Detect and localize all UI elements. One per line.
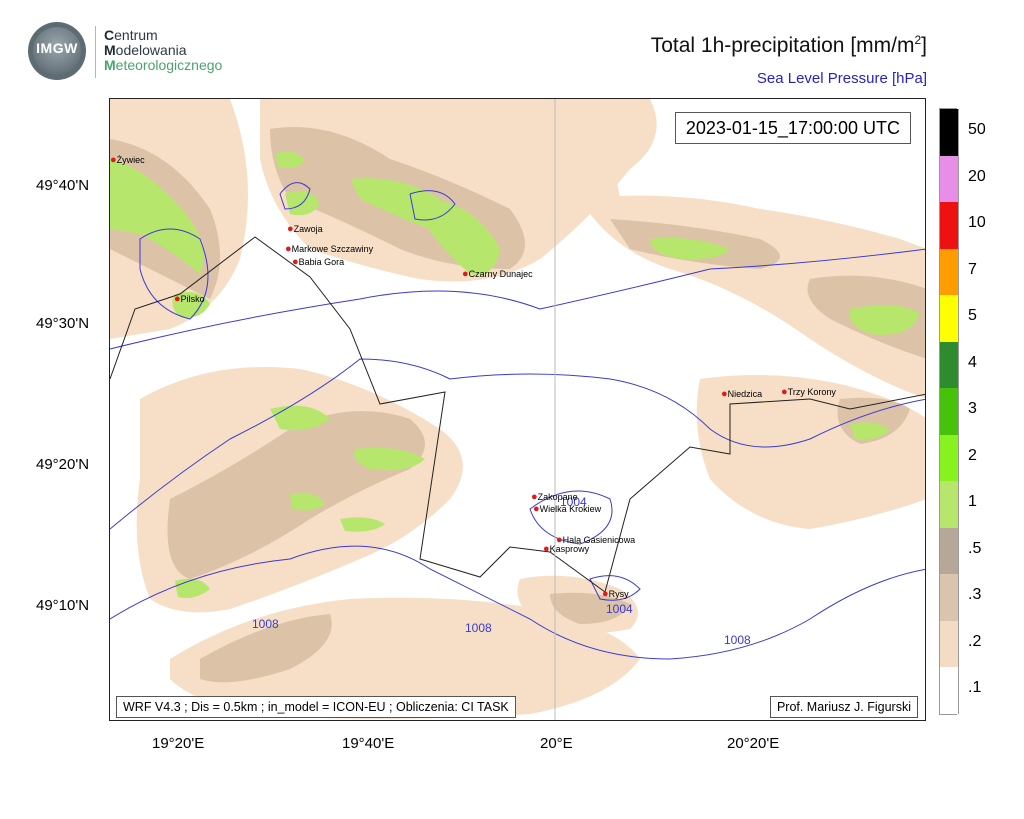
legend-swatch: [939, 620, 959, 667]
author-box: Prof. Mariusz J. Figurski: [769, 696, 918, 718]
border-lines: [110, 99, 925, 720]
legend-label: 50: [968, 121, 986, 139]
chart-title: Total 1h-precipitation [mm/m2]: [650, 33, 927, 57]
city-marker-zakopane: ●Zakopane: [531, 491, 578, 503]
legend-swatch: [939, 202, 959, 249]
legend-label: 7: [968, 260, 977, 278]
legend-swatch: [939, 248, 959, 295]
isobar-label: 1008: [724, 633, 751, 647]
legend-swatch: [939, 574, 959, 621]
city-marker-niedzica: ●Niedzica: [721, 388, 763, 400]
city-marker-babia-gora: ●Babia Gora: [292, 256, 345, 268]
city-marker-markowe-szczawiny: ●Markowe Szczawiny: [285, 243, 374, 255]
imgw-logo-emblem: IMGW: [28, 22, 86, 80]
legend-swatch: [939, 155, 959, 202]
precip-band-green: [110, 151, 920, 598]
legend-label: 1: [968, 493, 977, 511]
city-marker-kasprowy: ●Kasprowy: [543, 543, 590, 555]
logo-divider: [95, 26, 96, 78]
lon-label: 20°20'E: [727, 735, 780, 752]
legend-label: 20: [968, 167, 986, 185]
legend-label: .1: [968, 679, 982, 697]
org-name-line-1: Centrum: [104, 27, 158, 43]
city-marker-pilsko: ●Pilsko: [174, 293, 205, 305]
model-info-box: WRF V4.3 ; Dis = 0.5km ; in_model = ICON…: [116, 696, 516, 718]
city-marker-hala-gasienicowa: ●Hala Gasienicowa: [556, 534, 636, 546]
legend-label: .3: [968, 586, 982, 604]
lat-label: 49°10'N: [36, 597, 90, 614]
lat-label: 49°30'N: [36, 315, 90, 332]
city-marker-czarny-dunajec: ●Czarny Dunajec: [462, 268, 533, 280]
legend-swatch: [939, 434, 959, 481]
city-marker-zawoja: ●Zawoja: [287, 223, 323, 235]
legend-label: .5: [968, 539, 982, 557]
legend-swatch: [939, 527, 959, 574]
imgw-logo: IMGW Centrum Modelowania Meteorologiczne…: [28, 18, 248, 82]
isobar-lines: [110, 182, 925, 660]
legend-swatch: [939, 341, 959, 388]
legend-label: 5: [968, 307, 977, 325]
city-marker-rysy: ●Rysy: [602, 588, 629, 600]
precipitation-map: 1008 1008 1008 1004 1004 ●Żywiec ●Zawoja…: [109, 98, 926, 721]
legend-swatch: [939, 481, 959, 528]
legend-swatch: [939, 388, 959, 435]
legend-label: 10: [968, 214, 986, 232]
legend-swatch: [939, 667, 959, 714]
isobar-label: 1004: [606, 602, 633, 616]
precipitation-legend: [939, 108, 959, 715]
precip-band-light: [110, 99, 925, 719]
isobar-label: 1008: [252, 617, 279, 631]
org-name-line-2: Modelowania: [104, 42, 187, 58]
lat-label: 49°20'N: [36, 456, 90, 473]
city-marker-zywiec: ●Żywiec: [110, 154, 145, 166]
city-marker-trzy-korony: ●Trzy Korony: [781, 386, 836, 398]
isobar-label: 1008: [465, 621, 492, 635]
lon-label: 20°E: [540, 735, 573, 752]
isobar-label: 1004: [560, 495, 587, 509]
lon-label: 19°20'E: [152, 735, 205, 752]
legend-swatch: [939, 295, 959, 342]
legend-label: 3: [968, 400, 977, 418]
legend-label: .2: [968, 632, 982, 650]
lon-label: 19°40'E: [342, 735, 395, 752]
chart-subtitle: Sea Level Pressure [hPa]: [756, 70, 927, 87]
timestamp-box: 2023-01-15_17:00:00 UTC: [674, 112, 911, 144]
logo-text: IMGW: [36, 40, 78, 56]
lat-label: 49°40'N: [36, 177, 90, 194]
city-marker-wielka-krokiew: ●Wielka Krokiew: [533, 503, 602, 515]
legend-label: 2: [968, 446, 977, 464]
map-canvas: [110, 99, 925, 720]
org-name-line-3: Meteorologicznego: [104, 57, 223, 73]
legend-label: 4: [968, 353, 977, 371]
legend-swatch: [939, 109, 959, 156]
